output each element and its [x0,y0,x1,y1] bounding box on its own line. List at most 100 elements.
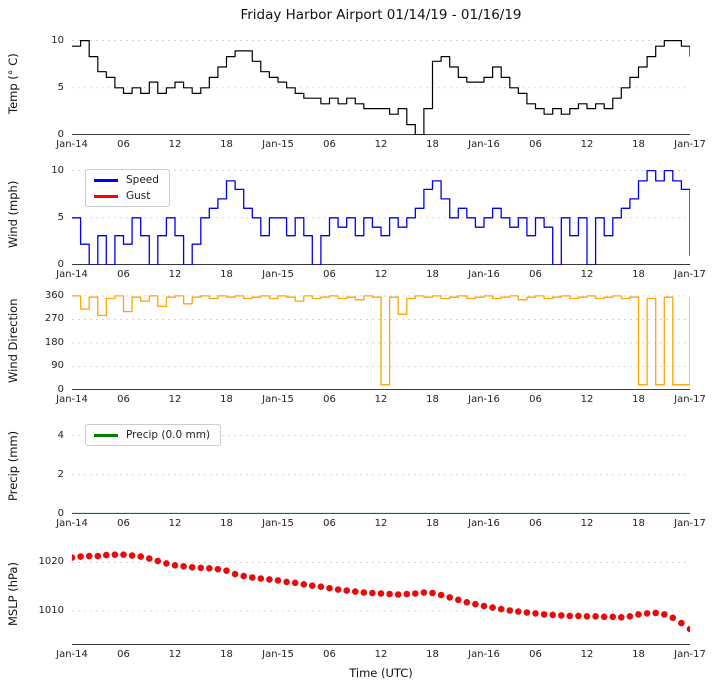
x-tick-label: Jan-16 [468,394,500,405]
x-tick-label: 06 [529,518,542,529]
x-tick-label: 12 [374,139,388,150]
x-tick-label: Jan-14 [56,649,88,660]
x-tick-label: 06 [529,139,542,150]
x-tick-label: 18 [426,139,439,150]
x-tick-label: 12 [168,649,182,660]
x-tick-label: 06 [529,269,542,280]
x-tick-label: 06 [117,518,130,529]
panel-wind: Wind (mph) Speed Gust 0 5 10 Jan-14 06 12 18 Jan… [0,163,720,285]
y-tick-label: 0 [57,508,64,519]
y-tick-label: 5 [57,211,64,223]
x-tick-label: 18 [426,269,439,280]
x-tick-label: 12 [168,394,182,405]
x-tick-label: Jan-16 [468,518,500,529]
x-tick-label: 18 [220,518,233,529]
legend-label: Precip (0.0 mm) [126,429,211,441]
ylabel-mslp: MSLP (hPa) [6,562,20,626]
ylabel-wind-direction: Wind Direction [6,298,20,384]
x-tick-label: Jan-16 [468,649,500,660]
x-tick-label: Jan-14 [56,269,88,280]
legend-label: Speed [126,174,159,186]
figure-title: Friday Harbor Airport 01/14/19 - 01/16/1… [240,7,522,23]
plot-area-mslp [72,543,690,645]
x-tick-label: 06 [117,139,130,150]
x-tick-label: 18 [632,649,645,660]
y-tick-label: 0 [57,259,64,270]
y-tick-label: 0 [57,384,64,395]
ylabel-temperature: Temp (° C) [6,53,20,115]
x-tick-label: 06 [323,649,336,660]
legend: Precip (0.0 mm) [85,424,222,446]
x-tick-label: 18 [426,518,439,529]
plot-area-wind-direction [72,292,690,390]
x-tick-label: 06 [323,139,336,150]
panel-temperature: Temp (° C) 0 5 10 Jan-14 06 12 18 Jan-15 06 12 18 J… [0,33,720,155]
legend-entry: Gust [94,190,159,202]
legend-line-sample [94,178,118,182]
x-tick-label: Jan-14 [56,394,88,405]
y-tick-label: 10 [51,164,64,176]
panel-precip: Precip (mm) Precip (0.0 mm) 0 2 4 Jan-14 06 1… [0,418,720,534]
x-tick-label: 12 [374,394,388,405]
legend-line-sample [94,194,118,198]
x-axis-label: Time (UTC) [349,666,413,680]
x-tick-label: 06 [117,269,130,280]
y-tick-label: 0 [57,129,64,140]
x-tick-label: Jan-14 [56,518,88,529]
x-tick-label: 18 [632,518,645,529]
plot-area-precip: Precip (0.0 mm) [72,418,690,514]
x-tick-label: 06 [323,394,336,405]
x-tick-label: Jan-17 [674,518,706,529]
panel-wind-direction: Wind Direction 0 90 180 270 360 Jan-14 06 12 18 J… [0,289,720,410]
legend-label: Gust [126,190,151,202]
x-tick-label: 18 [632,139,645,150]
x-tick-label: 18 [220,394,233,405]
x-tick-label: 12 [374,269,388,280]
x-tick-label: 12 [168,269,182,280]
x-tick-label: Jan-14 [56,139,88,150]
x-tick-label: Jan-15 [262,649,294,660]
y-tick-label: 1020 [38,556,64,568]
y-tick-label: 180 [44,336,64,348]
x-tick-label: 12 [374,518,388,529]
x-tick-label: 12 [168,518,182,529]
x-tick-label: Jan-15 [262,139,294,150]
x-tick-label: Jan-15 [262,518,294,529]
y-tick-label: 10 [51,34,64,46]
y-tick-label: 5 [57,81,64,93]
x-tick-label: 18 [220,139,233,150]
x-tick-label: 12 [580,394,594,405]
x-tick-label: 18 [632,394,645,405]
y-tick-label: 90 [51,360,64,372]
y-tick-label: 360 [44,289,64,301]
plot-area-temperature [72,33,690,135]
x-tick-label: 06 [323,269,336,280]
panel-mslp: MSLP (hPa) 1010 1020 Jan-14 06 12 18 Jan-15 06 1… [0,543,720,665]
legend: Speed Gust [85,169,170,207]
x-tick-label: 06 [529,394,542,405]
ylabel-precip: Precip (mm) [6,430,20,502]
x-tick-label: 06 [323,518,336,529]
legend-entry: Precip (0.0 mm) [94,429,210,441]
x-tick-label: Jan-17 [674,269,706,280]
x-tick-label: Jan-17 [674,139,706,150]
y-tick-label: 2 [57,468,64,480]
y-tick-label: 270 [44,313,64,325]
x-tick-label: 12 [580,269,594,280]
x-tick-label: 06 [117,394,130,405]
legend-entry: Speed [94,174,159,186]
ylabel-wind: Wind (mph) [6,180,20,248]
plot-area-wind: Speed Gust [72,163,690,265]
x-tick-label: Jan-17 [674,394,706,405]
x-tick-label: 18 [220,649,233,660]
x-tick-label: 18 [426,649,439,660]
y-tick-label: 1010 [38,605,64,616]
x-tick-label: Jan-16 [468,139,500,150]
x-tick-label: 06 [529,649,542,660]
x-tick-label: Jan-15 [262,269,294,280]
x-tick-label: 18 [220,269,233,280]
x-tick-label: Jan-17 [674,649,706,660]
x-tick-label: 18 [426,394,439,405]
x-tick-label: 12 [580,518,594,529]
